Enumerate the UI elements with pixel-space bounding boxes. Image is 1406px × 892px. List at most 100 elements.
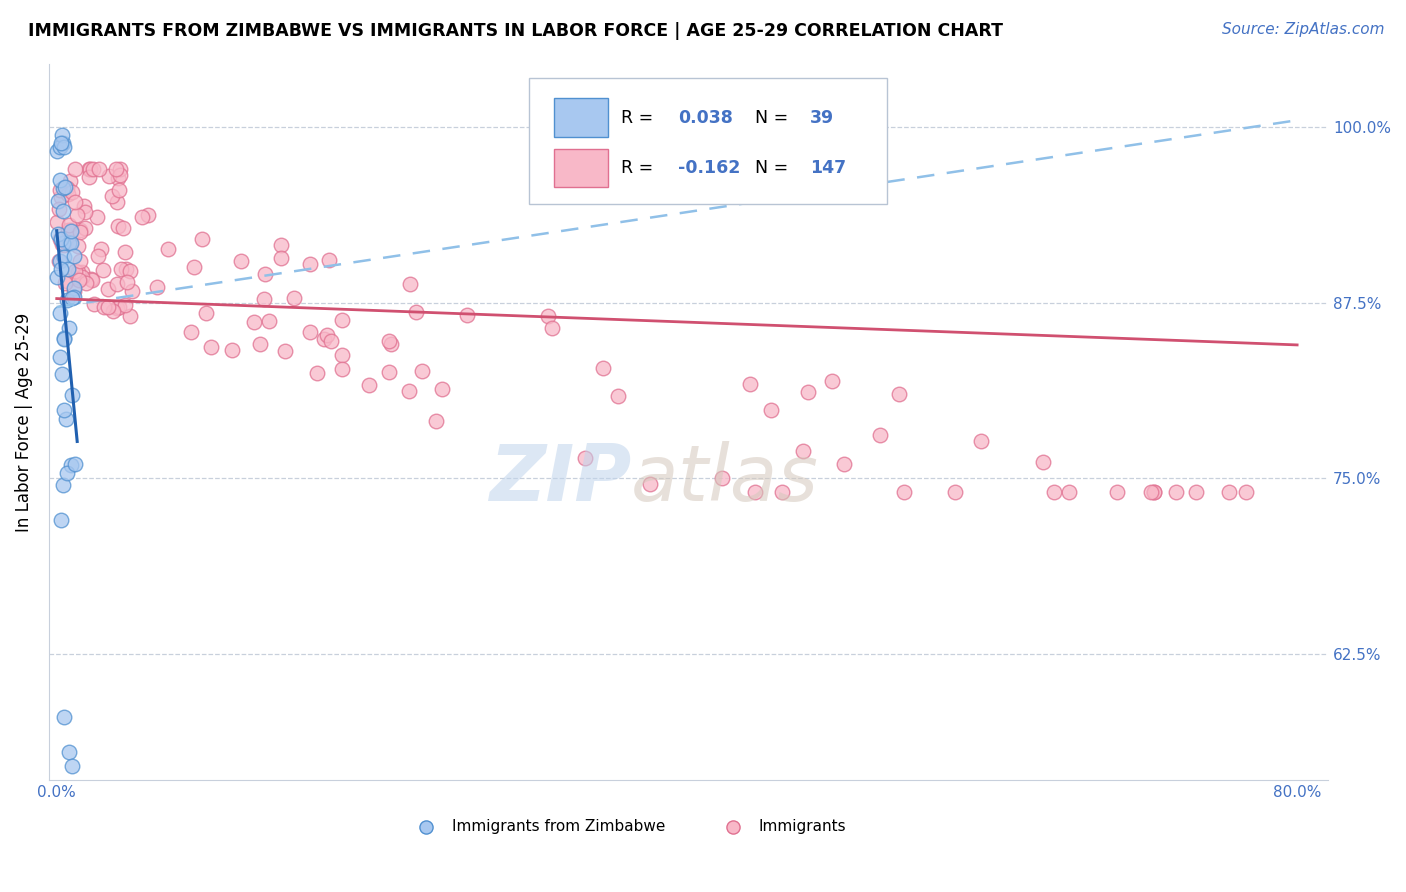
Text: 147: 147: [810, 159, 846, 177]
Text: Immigrants from Zimbabwe: Immigrants from Zimbabwe: [451, 820, 665, 834]
FancyBboxPatch shape: [529, 78, 887, 203]
Point: [298, 325, 321, 339]
Point: [411, 364, 433, 378]
Point: [273, 343, 295, 358]
Point: [69, 225, 91, 239]
Point: [49, 232, 72, 246]
Point: [53, 276, 76, 290]
Point: [75, 277, 97, 291]
Point: [1057, 485, 1080, 500]
Point: [58, 745, 80, 759]
Point: [65, 458, 87, 472]
Point: [59, 235, 82, 250]
Point: [55, 412, 77, 426]
Point: [97, 282, 120, 296]
Point: [118, 264, 141, 278]
Point: [118, 309, 141, 323]
Point: [87, 249, 110, 263]
Point: [107, 171, 129, 186]
Point: [59, 236, 82, 251]
Point: [87, 162, 110, 177]
Point: [52, 235, 75, 250]
Text: 39: 39: [810, 109, 834, 127]
FancyBboxPatch shape: [554, 98, 607, 137]
Point: [46, 270, 69, 285]
Point: [380, 337, 402, 351]
Point: [105, 301, 128, 316]
Point: [56, 466, 79, 480]
Point: [49, 183, 72, 197]
Point: [59, 225, 82, 239]
Point: [53, 710, 76, 724]
Point: [77, 162, 100, 177]
Point: [107, 219, 129, 234]
Point: [97, 300, 120, 314]
Point: [49, 253, 72, 268]
Point: [110, 262, 132, 277]
Point: [69, 253, 91, 268]
Point: [970, 434, 993, 448]
Point: [66, 265, 89, 279]
Point: [889, 387, 911, 401]
Point: [91, 263, 114, 277]
Point: [105, 195, 128, 210]
Point: [55, 235, 77, 249]
Point: [58, 235, 80, 250]
Point: [83, 297, 105, 311]
Point: [79, 162, 101, 177]
Point: [90, 243, 112, 257]
Point: [136, 208, 159, 222]
Point: [75, 220, 97, 235]
Point: [114, 298, 136, 312]
Point: [56, 186, 79, 201]
Point: [53, 332, 76, 346]
Point: [73, 199, 96, 213]
Point: [398, 384, 420, 398]
Point: [101, 188, 124, 202]
Point: [1142, 485, 1164, 500]
Point: [541, 321, 564, 335]
Point: [51, 237, 73, 252]
Point: [48, 202, 70, 217]
Point: [537, 309, 560, 323]
Point: [107, 300, 129, 314]
Point: [259, 314, 281, 328]
Point: [770, 485, 793, 500]
Point: [744, 485, 766, 500]
Point: [229, 254, 252, 268]
Point: [82, 162, 104, 177]
Point: [104, 162, 127, 177]
Point: [49, 140, 72, 154]
Point: [69, 223, 91, 237]
Point: [93, 300, 115, 314]
Point: [51, 232, 73, 246]
Point: [70, 265, 93, 279]
Point: [738, 377, 761, 392]
Point: [893, 485, 915, 500]
Point: [1043, 485, 1066, 500]
Point: [53, 140, 76, 154]
Point: [592, 361, 614, 376]
Point: [283, 291, 305, 305]
Point: [55, 274, 77, 288]
Point: [58, 321, 80, 335]
Point: [98, 169, 121, 183]
Point: [242, 315, 264, 329]
Point: [1234, 485, 1257, 500]
Point: [58, 174, 80, 188]
Point: [63, 285, 86, 299]
Point: [315, 327, 337, 342]
Point: [797, 385, 820, 400]
Point: [330, 312, 353, 326]
Point: [321, 334, 343, 349]
Point: [298, 257, 321, 271]
Point: [66, 208, 89, 222]
Point: [52, 250, 75, 264]
Point: [101, 304, 124, 318]
Point: [67, 273, 90, 287]
Point: [221, 343, 243, 358]
Point: [183, 260, 205, 274]
Point: [46, 144, 69, 158]
Point: [378, 366, 401, 380]
Point: [108, 162, 131, 177]
